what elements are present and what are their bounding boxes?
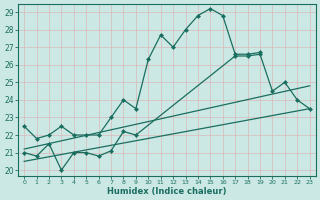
X-axis label: Humidex (Indice chaleur): Humidex (Indice chaleur) <box>107 187 227 196</box>
